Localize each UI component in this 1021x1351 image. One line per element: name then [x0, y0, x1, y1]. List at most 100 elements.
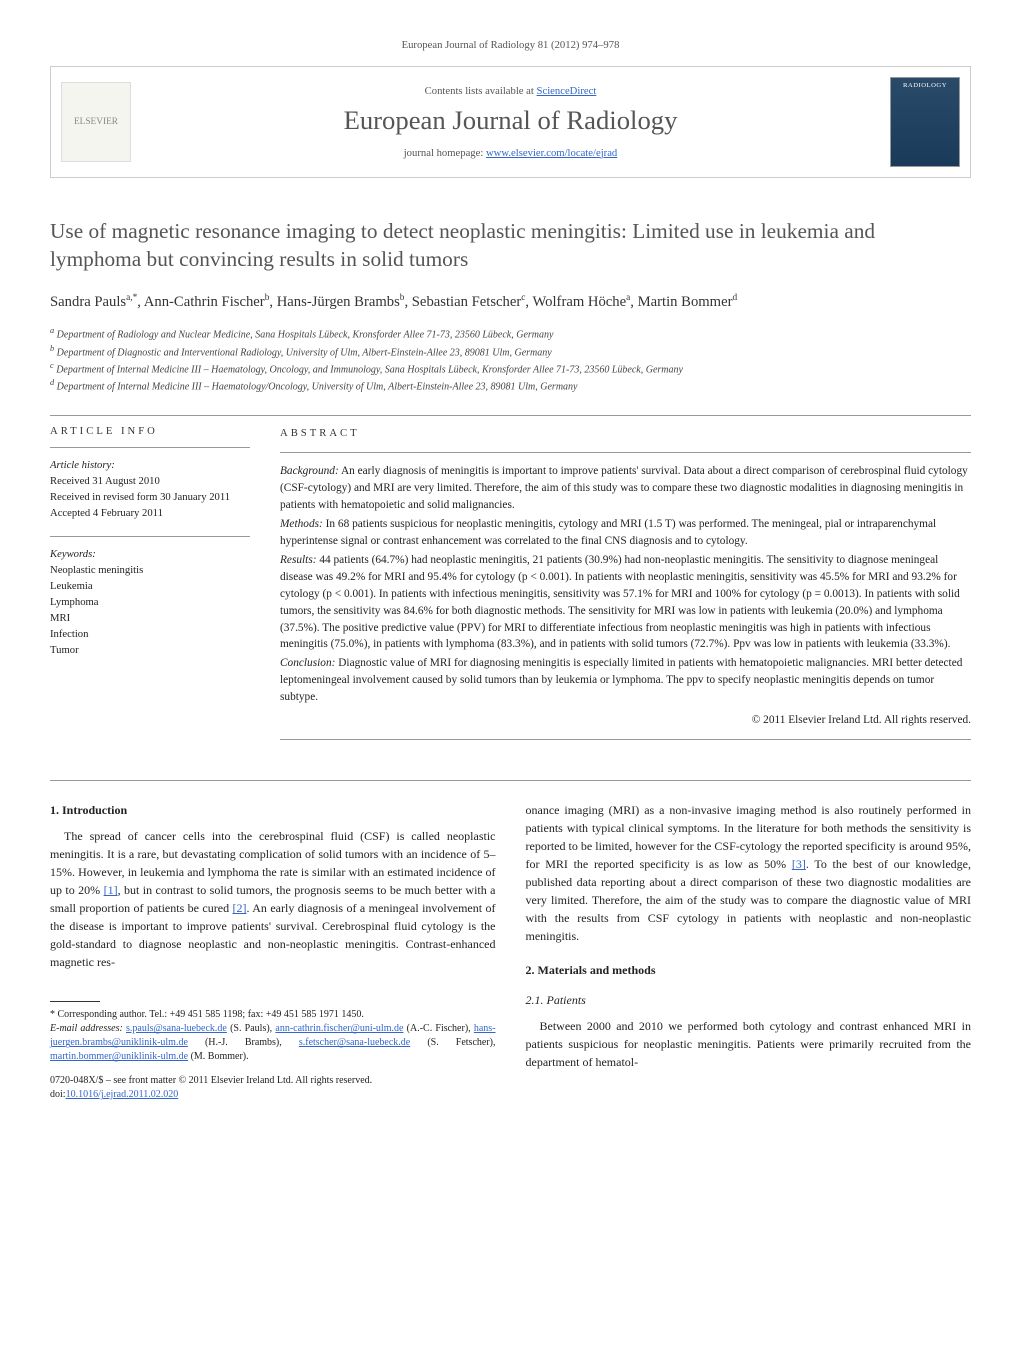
abstract-copyright: © 2011 Elsevier Ireland Ltd. All rights …	[280, 712, 971, 729]
author: Wolfram Höchea	[533, 294, 631, 310]
abstract-block: ABSTRACT Background: An early diagnosis …	[280, 426, 971, 751]
citation-line: European Journal of Radiology 81 (2012) …	[50, 40, 971, 51]
history-line: Received in revised form 30 January 2011	[50, 490, 250, 506]
email-line: E-mail addresses: s.pauls@sana-luebeck.d…	[50, 1022, 496, 1064]
history-line: Received 31 August 2010	[50, 474, 250, 490]
keyword: Infection	[50, 627, 250, 643]
doi-line: doi:10.1016/j.ejrad.2011.02.020	[50, 1088, 496, 1102]
keyword: MRI	[50, 611, 250, 627]
corresponding-author-note: * Corresponding author. Tel.: +49 451 58…	[50, 1008, 496, 1022]
publisher-logo-container: ELSEVIER	[51, 82, 141, 162]
affiliation: c Department of Internal Medicine III – …	[50, 360, 971, 377]
author-list: Sandra Paulsa,*, Ann-Cathrin Fischerb, H…	[50, 293, 971, 311]
journal-banner: ELSEVIER Contents lists available at Sci…	[50, 66, 971, 178]
patients-subheading: 2.1. Patients	[526, 991, 972, 1009]
keyword: Neoplastic meningitis	[50, 563, 250, 579]
intro-continued: onance imaging (MRI) as a non-invasive i…	[526, 801, 972, 945]
email-link[interactable]: s.pauls@sana-luebeck.de	[126, 1023, 227, 1034]
front-matter-line: 0720-048X/$ – see front matter © 2011 El…	[50, 1074, 496, 1088]
column-left: 1. Introduction The spread of cancer cel…	[50, 801, 496, 1102]
journal-name: European Journal of Radiology	[141, 105, 880, 136]
email-link[interactable]: martin.bommer@uniklinik-ulm.de	[50, 1051, 188, 1062]
patients-paragraph: Between 2000 and 2010 we performed both …	[526, 1017, 972, 1071]
email-author-name: (S. Pauls)	[230, 1023, 270, 1034]
email-link[interactable]: ann-cathrin.fischer@uni-ulm.de	[275, 1023, 403, 1034]
column-right: onance imaging (MRI) as a non-invasive i…	[526, 801, 972, 1102]
footnote-divider	[50, 1001, 100, 1002]
abstract-section: Results: 44 patients (64.7%) had neoplas…	[280, 552, 971, 654]
body-columns: 1. Introduction The spread of cancer cel…	[50, 801, 971, 1102]
abstract-section: Background: An early diagnosis of mening…	[280, 463, 971, 514]
intro-heading: 1. Introduction	[50, 801, 496, 819]
elsevier-logo: ELSEVIER	[61, 82, 131, 162]
ref-link[interactable]: [3]	[792, 857, 806, 871]
abstract-section-text: Diagnostic value of MRI for diagnosing m…	[280, 657, 962, 703]
email-author-name: (S. Fetscher)	[427, 1037, 493, 1048]
email-author-name: (M. Bommer)	[191, 1051, 247, 1062]
journal-cover-thumbnail	[890, 77, 960, 167]
email-label: E-mail addresses:	[50, 1023, 123, 1034]
keyword: Tumor	[50, 643, 250, 659]
author: Ann-Cathrin Fischerb	[144, 294, 270, 310]
article-title: Use of magnetic resonance imaging to det…	[50, 218, 971, 273]
article-info-heading: ARTICLE INFO	[50, 426, 250, 437]
author-mark: b	[400, 293, 405, 303]
doi-block: 0720-048X/$ – see front matter © 2011 El…	[50, 1074, 496, 1102]
affiliation: d Department of Internal Medicine III – …	[50, 377, 971, 394]
homepage-link[interactable]: www.elsevier.com/locate/ejrad	[486, 148, 617, 159]
article-info-block: ARTICLE INFO Article history: Received 3…	[50, 426, 250, 751]
doi-link[interactable]: 10.1016/j.ejrad.2011.02.020	[66, 1089, 179, 1100]
keyword: Lymphoma	[50, 595, 250, 611]
affiliation-list: a Department of Radiology and Nuclear Me…	[50, 325, 971, 394]
footnotes: * Corresponding author. Tel.: +49 451 58…	[50, 1008, 496, 1064]
ref-link[interactable]: [1]	[104, 883, 118, 897]
author: Sandra Paulsa,*	[50, 294, 137, 310]
abstract-section-label: Methods:	[280, 518, 323, 530]
divider	[280, 739, 971, 740]
journal-cover-container	[880, 77, 970, 167]
author-mark: c	[521, 293, 525, 303]
doi-label: doi:	[50, 1089, 66, 1100]
contents-available-line: Contents lists available at ScienceDirec…	[141, 86, 880, 97]
divider	[280, 452, 971, 453]
abstract-section-text: 44 patients (64.7%) had neoplastic menin…	[280, 554, 960, 651]
affiliation: a Department of Radiology and Nuclear Me…	[50, 325, 971, 342]
history-line: Accepted 4 February 2011	[50, 506, 250, 522]
author-mark: a,*	[126, 293, 137, 303]
divider	[50, 536, 250, 537]
keywords-label: Keywords:	[50, 547, 250, 563]
author-mark: a	[626, 293, 630, 303]
abstract-heading: ABSTRACT	[280, 426, 971, 442]
keywords-block: Keywords: Neoplastic meningitisLeukemiaL…	[50, 547, 250, 659]
contents-text: Contents lists available at	[425, 86, 537, 97]
email-author-name: (A.-C. Fischer)	[407, 1023, 469, 1034]
author: Sebastian Fetscherc	[412, 294, 526, 310]
affiliation: b Department of Diagnostic and Intervent…	[50, 343, 971, 360]
abstract-section-label: Background:	[280, 465, 339, 477]
abstract-section: Methods: In 68 patients suspicious for n…	[280, 516, 971, 550]
intro-paragraph: The spread of cancer cells into the cere…	[50, 827, 496, 971]
author: Martin Bommerd	[638, 294, 738, 310]
homepage-line: journal homepage: www.elsevier.com/locat…	[141, 148, 880, 159]
author-mark: d	[732, 293, 737, 303]
abstract-section-text: An early diagnosis of meningitis is impo…	[280, 465, 968, 511]
email-link[interactable]: s.fetscher@sana-luebeck.de	[299, 1037, 410, 1048]
ref-link[interactable]: [2]	[233, 901, 247, 915]
homepage-label: journal homepage:	[404, 148, 486, 159]
keyword: Leukemia	[50, 579, 250, 595]
author-mark: b	[265, 293, 270, 303]
divider	[50, 780, 971, 781]
abstract-section-text: In 68 patients suspicious for neoplastic…	[280, 518, 936, 547]
abstract-section-label: Conclusion:	[280, 657, 335, 669]
sciencedirect-link[interactable]: ScienceDirect	[537, 86, 597, 97]
banner-center: Contents lists available at ScienceDirec…	[141, 86, 880, 159]
author: Hans-Jürgen Brambsb	[277, 294, 405, 310]
history-block: Article history: Received 31 August 2010…	[50, 458, 250, 522]
divider	[50, 447, 250, 448]
divider	[50, 415, 971, 416]
abstract-section: Conclusion: Diagnostic value of MRI for …	[280, 655, 971, 706]
history-label: Article history:	[50, 458, 250, 474]
email-author-name: (H.-J. Brambs)	[205, 1037, 279, 1048]
info-abstract-row: ARTICLE INFO Article history: Received 3…	[50, 426, 971, 751]
methods-heading: 2. Materials and methods	[526, 961, 972, 979]
